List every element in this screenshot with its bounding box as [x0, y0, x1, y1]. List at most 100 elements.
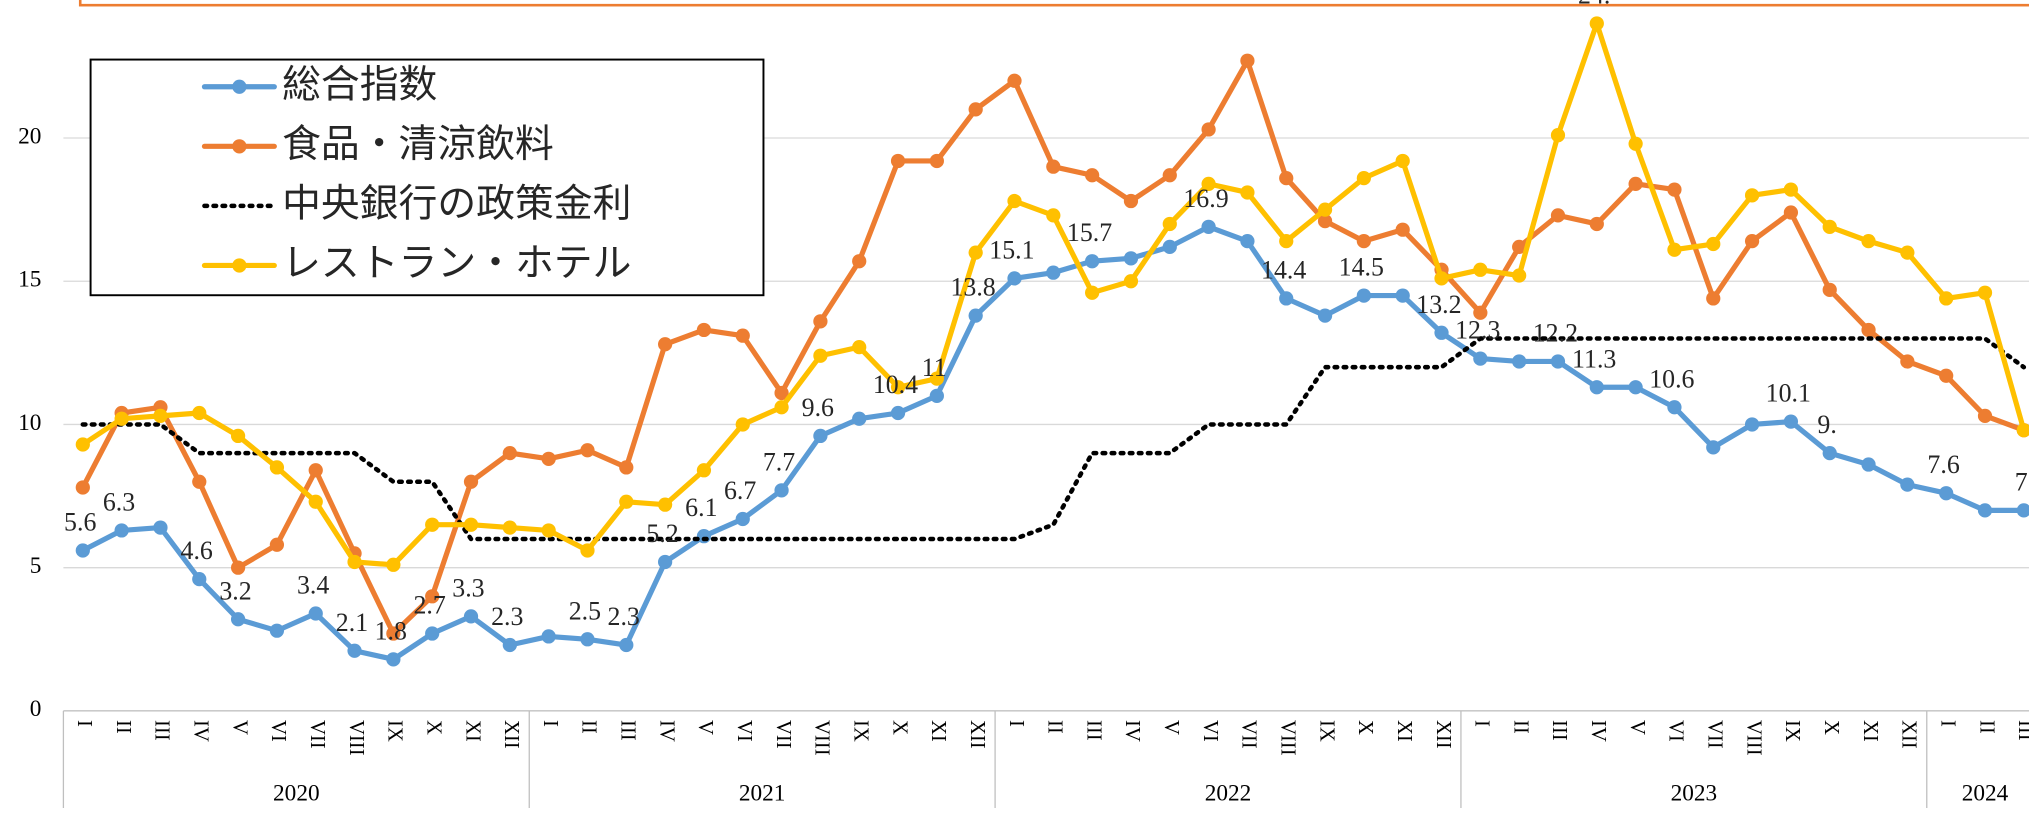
data-point [658, 497, 673, 512]
data-point [463, 517, 479, 532]
x-tick-label: VIII [345, 720, 367, 756]
data-point [658, 337, 673, 352]
x-tick-label: II [1975, 720, 1997, 734]
x-tick-label: I [1005, 720, 1027, 727]
data-point [1589, 16, 1604, 31]
data-point [1977, 408, 1993, 423]
data-point [1744, 234, 1760, 249]
x-tick-label: V [228, 720, 250, 735]
data-label: 12.2 [1533, 318, 1578, 347]
data-label: 4.6 [181, 536, 213, 565]
data-point [1007, 271, 1022, 286]
data-point [541, 629, 556, 644]
data-point [230, 612, 246, 627]
x-tick-label: IX [1315, 720, 1337, 742]
data-point [1317, 213, 1333, 229]
data-point [1240, 53, 1255, 68]
data-point [1279, 291, 1294, 306]
x-tick-label: III [1548, 720, 1570, 741]
x-tick-label: III [2014, 720, 2029, 741]
data-point [308, 494, 323, 509]
data-point [502, 637, 517, 653]
y-tick-label: 0 [30, 696, 42, 722]
data-point [1939, 291, 1954, 306]
x-tick-label: IV [190, 720, 212, 742]
legend-marker [232, 139, 247, 154]
data-point [619, 637, 634, 653]
data-point [1162, 168, 1177, 183]
data-label: 24. [1578, 0, 1610, 10]
x-tick-label: I [1936, 720, 1958, 727]
x-tick-label: VII [1704, 720, 1726, 749]
data-label: 6.3 [103, 487, 135, 516]
data-point [774, 385, 789, 401]
data-point [735, 328, 750, 343]
data-point [658, 554, 673, 570]
data-point [1628, 380, 1643, 395]
data-point [1589, 380, 1604, 395]
data-point [1162, 239, 1177, 254]
x-tick-label: IV [655, 720, 677, 742]
data-point [1550, 128, 1566, 143]
data-label: 9.6 [802, 393, 834, 422]
x-tick-label: XI [461, 720, 483, 742]
data-point [192, 572, 207, 587]
x-tick-label: XII [966, 720, 988, 749]
data-point [968, 102, 983, 117]
data-point [153, 408, 168, 423]
x-tick-label: II [1044, 720, 1066, 734]
x-tick-label: VII [772, 720, 794, 749]
data-point [1744, 188, 1760, 203]
x-tick-label: X [1354, 720, 1376, 735]
data-point [425, 626, 440, 641]
data-point [192, 474, 207, 489]
data-point [580, 443, 595, 458]
data-point [1822, 282, 1837, 297]
data-label: 7.7 [763, 447, 795, 476]
data-point [1900, 245, 1915, 260]
data-point [75, 480, 90, 495]
data-point [1085, 285, 1100, 300]
data-point [1512, 268, 1527, 283]
year-label: 2024 [1962, 780, 2009, 806]
legend-label: 総合指数 [282, 62, 437, 107]
data-label: 11.3 [1572, 344, 1616, 373]
data-point [1123, 274, 1139, 289]
legend-label: レストラン・ホテル [282, 241, 631, 286]
data-point [114, 411, 129, 426]
data-point [269, 537, 285, 552]
data-point [2016, 503, 2029, 518]
x-tick-label: VII [1238, 720, 1260, 749]
x-tick-label: XII [500, 720, 522, 749]
data-label: 3.4 [297, 571, 329, 600]
data-point [813, 314, 828, 329]
data-point [1356, 288, 1371, 303]
x-tick-label: XII [1432, 720, 1454, 749]
y-tick-label: 25 [18, 0, 41, 6]
x-tick-label: V [694, 720, 716, 735]
data-point [1279, 234, 1294, 249]
data-point [2016, 423, 2029, 438]
x-tick-label: X [888, 720, 910, 735]
y-tick-label: 20 [18, 123, 41, 149]
data-label: 10.4 [873, 370, 918, 399]
data-point [1512, 239, 1527, 254]
data-point [1900, 477, 1915, 492]
data-label: 13.2 [1416, 290, 1461, 319]
data-point [502, 520, 517, 535]
data-point [1977, 285, 1993, 300]
data-label: 10.6 [1649, 364, 1694, 393]
data-point [1861, 457, 1876, 472]
data-point [1007, 73, 1022, 88]
data-point [1977, 503, 1993, 518]
data-point [386, 626, 401, 641]
x-tick-label: III [151, 720, 173, 741]
y-tick-label: 10 [18, 410, 41, 436]
x-tick-label: VI [1199, 720, 1221, 742]
data-point [347, 643, 362, 658]
x-tick-label: IV [1121, 720, 1143, 742]
data-point [1706, 440, 1721, 455]
data-point [1822, 219, 1837, 234]
data-point [1201, 219, 1216, 234]
